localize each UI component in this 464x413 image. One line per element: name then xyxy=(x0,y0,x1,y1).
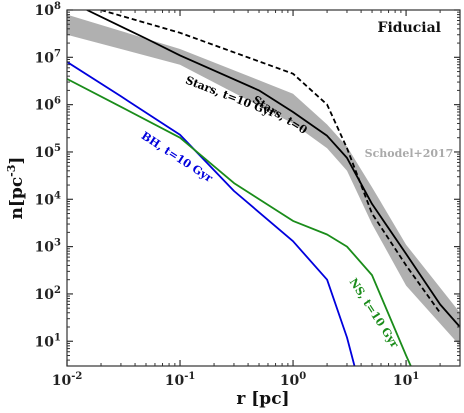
plot-frame xyxy=(66,9,461,367)
panel-label: Fiducial xyxy=(378,20,441,36)
y-tick-label: 104 xyxy=(35,190,61,208)
x-tick-label: 100 xyxy=(280,371,306,389)
x-tick-label: 101 xyxy=(393,371,419,389)
series-layer xyxy=(67,10,460,366)
y-tick-label: 102 xyxy=(35,285,61,303)
y-axis-title-main: n[pc xyxy=(7,177,27,220)
x-tick-label: 10-2 xyxy=(52,371,83,389)
schodel-band xyxy=(67,14,460,346)
series-line-3 xyxy=(67,78,412,366)
series-line-2 xyxy=(67,61,356,366)
x-axis-title: r [pc] xyxy=(236,389,289,409)
y-tick-label: 101 xyxy=(35,332,61,350)
y-axis-title-end: ] xyxy=(7,157,27,165)
series-line-1 xyxy=(86,10,460,328)
band-layer xyxy=(67,14,460,346)
tick-layer: 10-2 10-1 100 101 101 102 103 104 105 106 107 108 xyxy=(35,1,461,389)
y-tick-label: 106 xyxy=(35,96,61,114)
label-ns: NS, t=10 Gyr xyxy=(347,276,402,351)
y-tick-label: 107 xyxy=(35,48,61,66)
series-line-0 xyxy=(100,10,441,314)
x-tick-label: 10-1 xyxy=(165,371,196,389)
label-schodel: Schodel+2017 xyxy=(365,147,454,160)
y-tick-label: 108 xyxy=(35,1,61,19)
y-tick-label: 103 xyxy=(35,238,61,256)
y-tick-label: 105 xyxy=(35,143,61,161)
y-axis-title: n[pc-3] xyxy=(5,157,27,220)
y-axis-title-exp: -3 xyxy=(5,165,18,177)
